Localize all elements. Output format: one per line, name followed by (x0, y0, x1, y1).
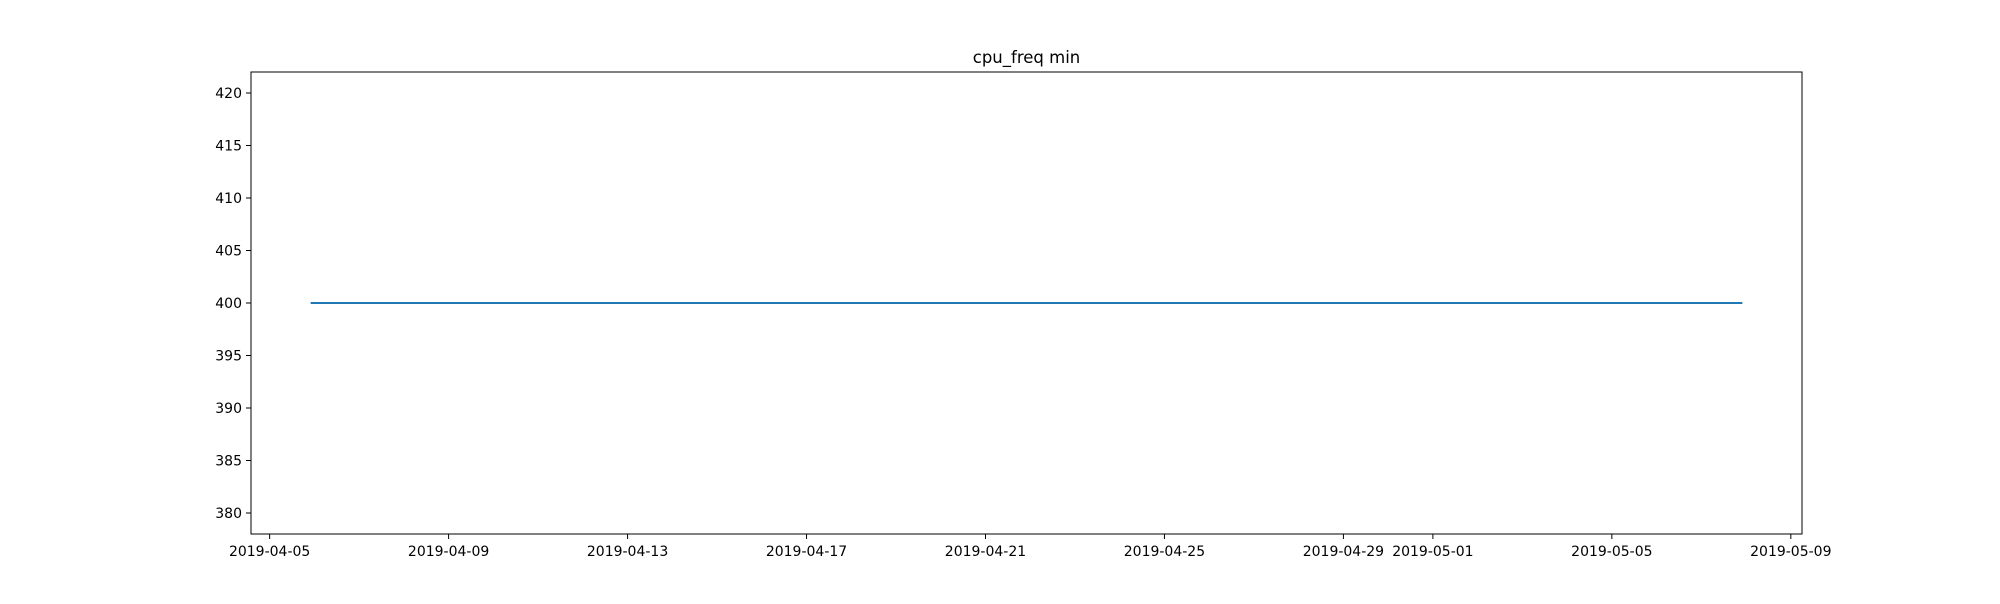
y-tick-label: 390 (215, 401, 242, 417)
y-tick-label: 400 (215, 296, 242, 312)
x-tick-label: 2019-05-01 (1392, 544, 1473, 560)
x-tick-label: 2019-04-25 (1124, 544, 1205, 560)
x-tick-label: 2019-05-05 (1571, 544, 1652, 560)
y-tick-label: 385 (215, 454, 242, 470)
y-tick-label: 415 (215, 139, 242, 155)
y-tick-label: 395 (215, 349, 242, 365)
x-tick-label: 2019-05-09 (1750, 544, 1831, 560)
y-tick-label: 405 (215, 244, 242, 260)
x-tick-label: 2019-04-09 (408, 544, 489, 560)
x-tick-label: 2019-04-29 (1303, 544, 1384, 560)
y-tick-label: 380 (215, 506, 242, 522)
x-tick-label: 2019-04-21 (945, 544, 1026, 560)
x-tick-label: 2019-04-17 (766, 544, 847, 560)
y-tick-label: 420 (215, 86, 242, 102)
x-tick-label: 2019-04-05 (229, 544, 310, 560)
chart-title: cpu_freq min (973, 48, 1080, 68)
y-tick-label: 410 (215, 191, 242, 207)
x-tick-label: 2019-04-13 (587, 544, 668, 560)
